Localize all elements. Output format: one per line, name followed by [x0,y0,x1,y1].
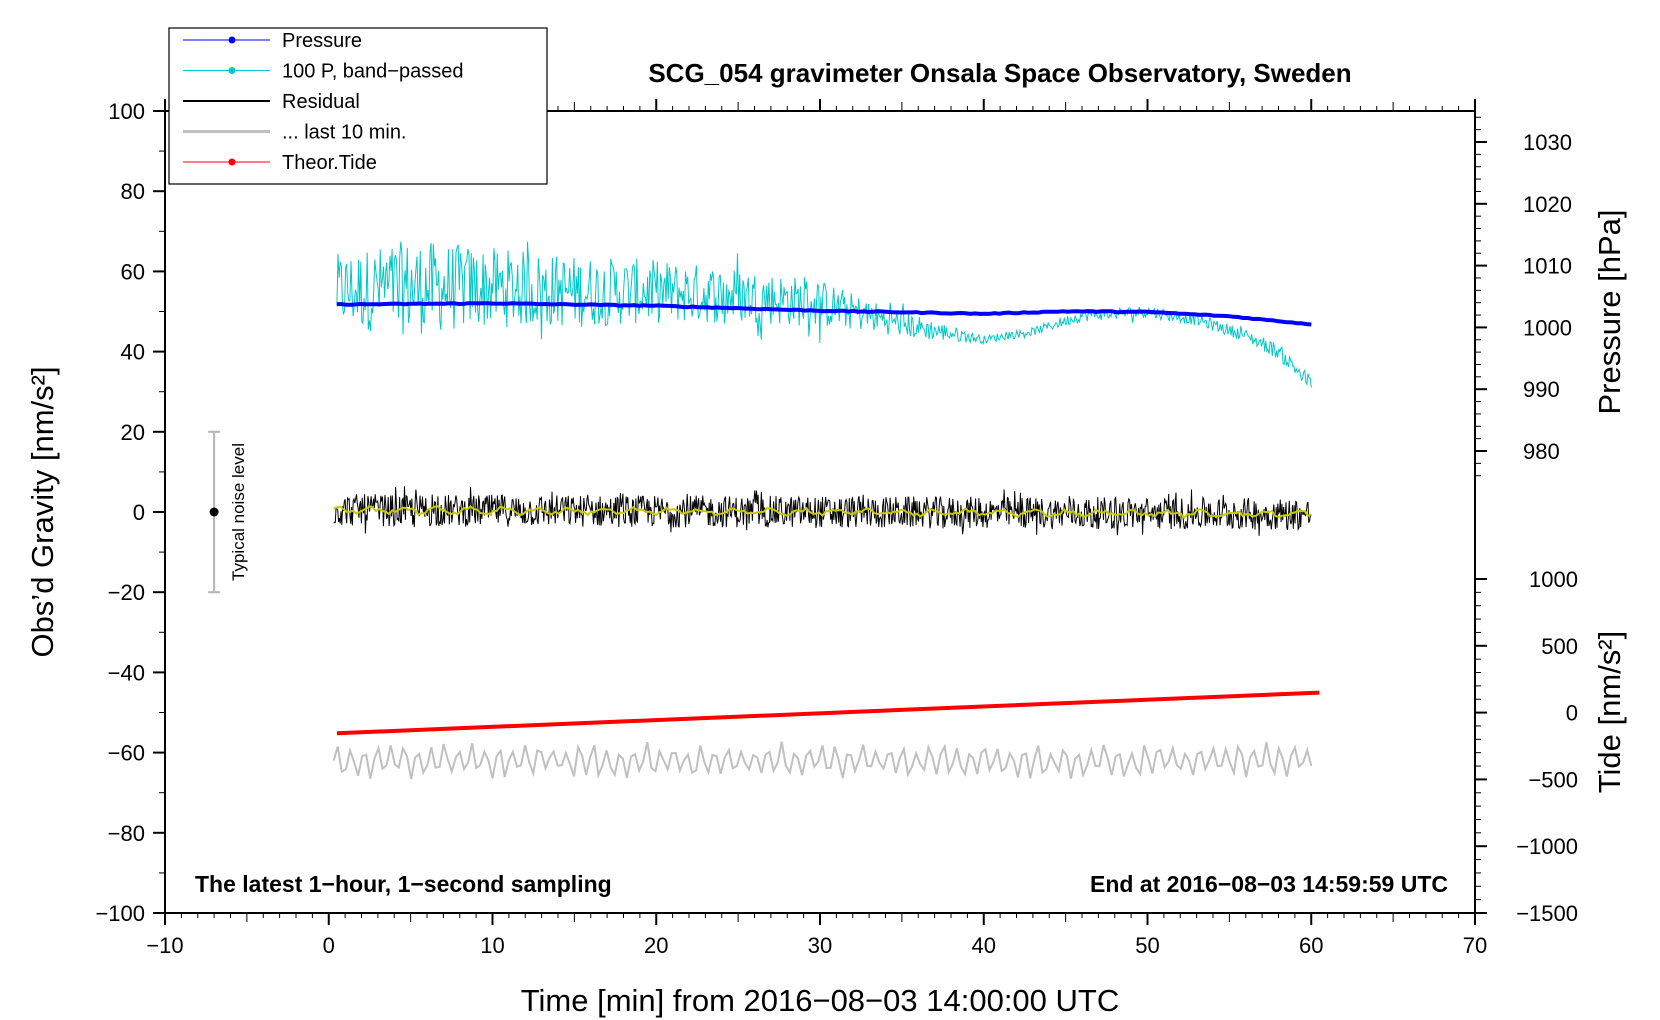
legend-label: ... last 10 min. [282,122,407,144]
x-tick-label: 40 [972,933,996,958]
pressure-tick-label: 1020 [1523,192,1572,217]
series-last-10-min-line [332,741,1313,780]
pressure-axis: 1030 1020 1010 1000 990 980 [1475,116,1572,477]
pressure-tick-label: 990 [1523,377,1560,402]
tide-axis-title: Tide [nm/s²] [1592,631,1627,794]
pressure-tick-label: 1010 [1523,254,1572,279]
pressure-tick-label: 1030 [1523,130,1572,155]
x-tick-label: 60 [1299,933,1323,958]
y-tick-label: −100 [95,901,145,926]
y-tick-label: 60 [121,259,145,284]
x-tick-label: 30 [808,933,832,958]
y-axis-title: Obs’d Gravity [nm/s²] [25,366,60,657]
data-layer [332,241,1320,780]
tide-tick-label: 0 [1566,701,1578,726]
noise-label: Typical noise level [229,443,248,581]
x-tick-label: −10 [146,933,183,958]
pressure-axis-title: Pressure [hPa] [1592,209,1627,414]
legend-swatch-dot [228,36,236,44]
y-tick-label: 80 [121,179,145,204]
noise-bar [208,430,221,594]
y-tick-label: −80 [108,821,145,846]
tide-tick-label: 1000 [1529,567,1578,592]
tide-tick-label: −1000 [1516,834,1578,859]
tide-axis: 1000 500 0 −500 −1000 −1500 [1475,567,1578,926]
y-tick-label: −60 [108,741,145,766]
y-tick-label: −20 [108,580,145,605]
legend-label: Residual [282,91,360,113]
pressure-tick-label: 1000 [1523,315,1572,340]
legend-label: Pressure [282,30,362,52]
annotation-end-time: End at 2016−08−03 14:59:59 UTC [1090,871,1448,897]
x-tick-label: 0 [323,933,335,958]
tide-tick-label: 500 [1541,634,1578,659]
x-tick-label: 10 [480,933,504,958]
x-axis-title: Time [min] from 2016−08−03 14:00:00 UTC [521,983,1120,1018]
y-tick-label: −40 [108,660,145,685]
pressure-tick-label: 980 [1523,439,1560,464]
y-axis: 100 80 60 40 20 0 −20 −40 −60 −80 −100 [95,99,165,926]
y-tick-label: 100 [108,99,145,124]
chart-title: SCG_054 gravimeter Onsala Space Observat… [648,58,1351,88]
series-residual-line [333,486,1312,536]
y-tick-label: 40 [121,340,145,365]
legend-label: Theor.Tide [282,152,377,174]
legend: Pressure 100 P, band−passed Residual ... la… [168,27,548,185]
legend-box [168,27,548,185]
noise-bar-dot [209,507,219,517]
x-tick-label: 70 [1463,933,1487,958]
series-band-passed-line [336,241,1312,388]
y-tick-label: 0 [133,500,145,525]
series-residual-smoothed-line [333,504,1312,520]
series-pressure-line [336,301,1312,327]
x-tick-label: 50 [1135,933,1159,958]
annotation-sampling: The latest 1−hour, 1−second sampling [195,871,612,897]
tide-tick-label: −500 [1528,767,1578,792]
x-tick-label: 20 [644,933,668,958]
x-axis: −10 0 10 20 30 40 50 60 70 [146,99,1487,958]
legend-swatch-dot [228,158,236,166]
series-theor-tide-line [336,690,1320,736]
legend-swatch-dot [228,67,236,74]
tide-tick-label: −1500 [1516,901,1578,926]
legend-label: 100 P, band−passed [282,61,463,83]
y-tick-label: 20 [121,420,145,445]
